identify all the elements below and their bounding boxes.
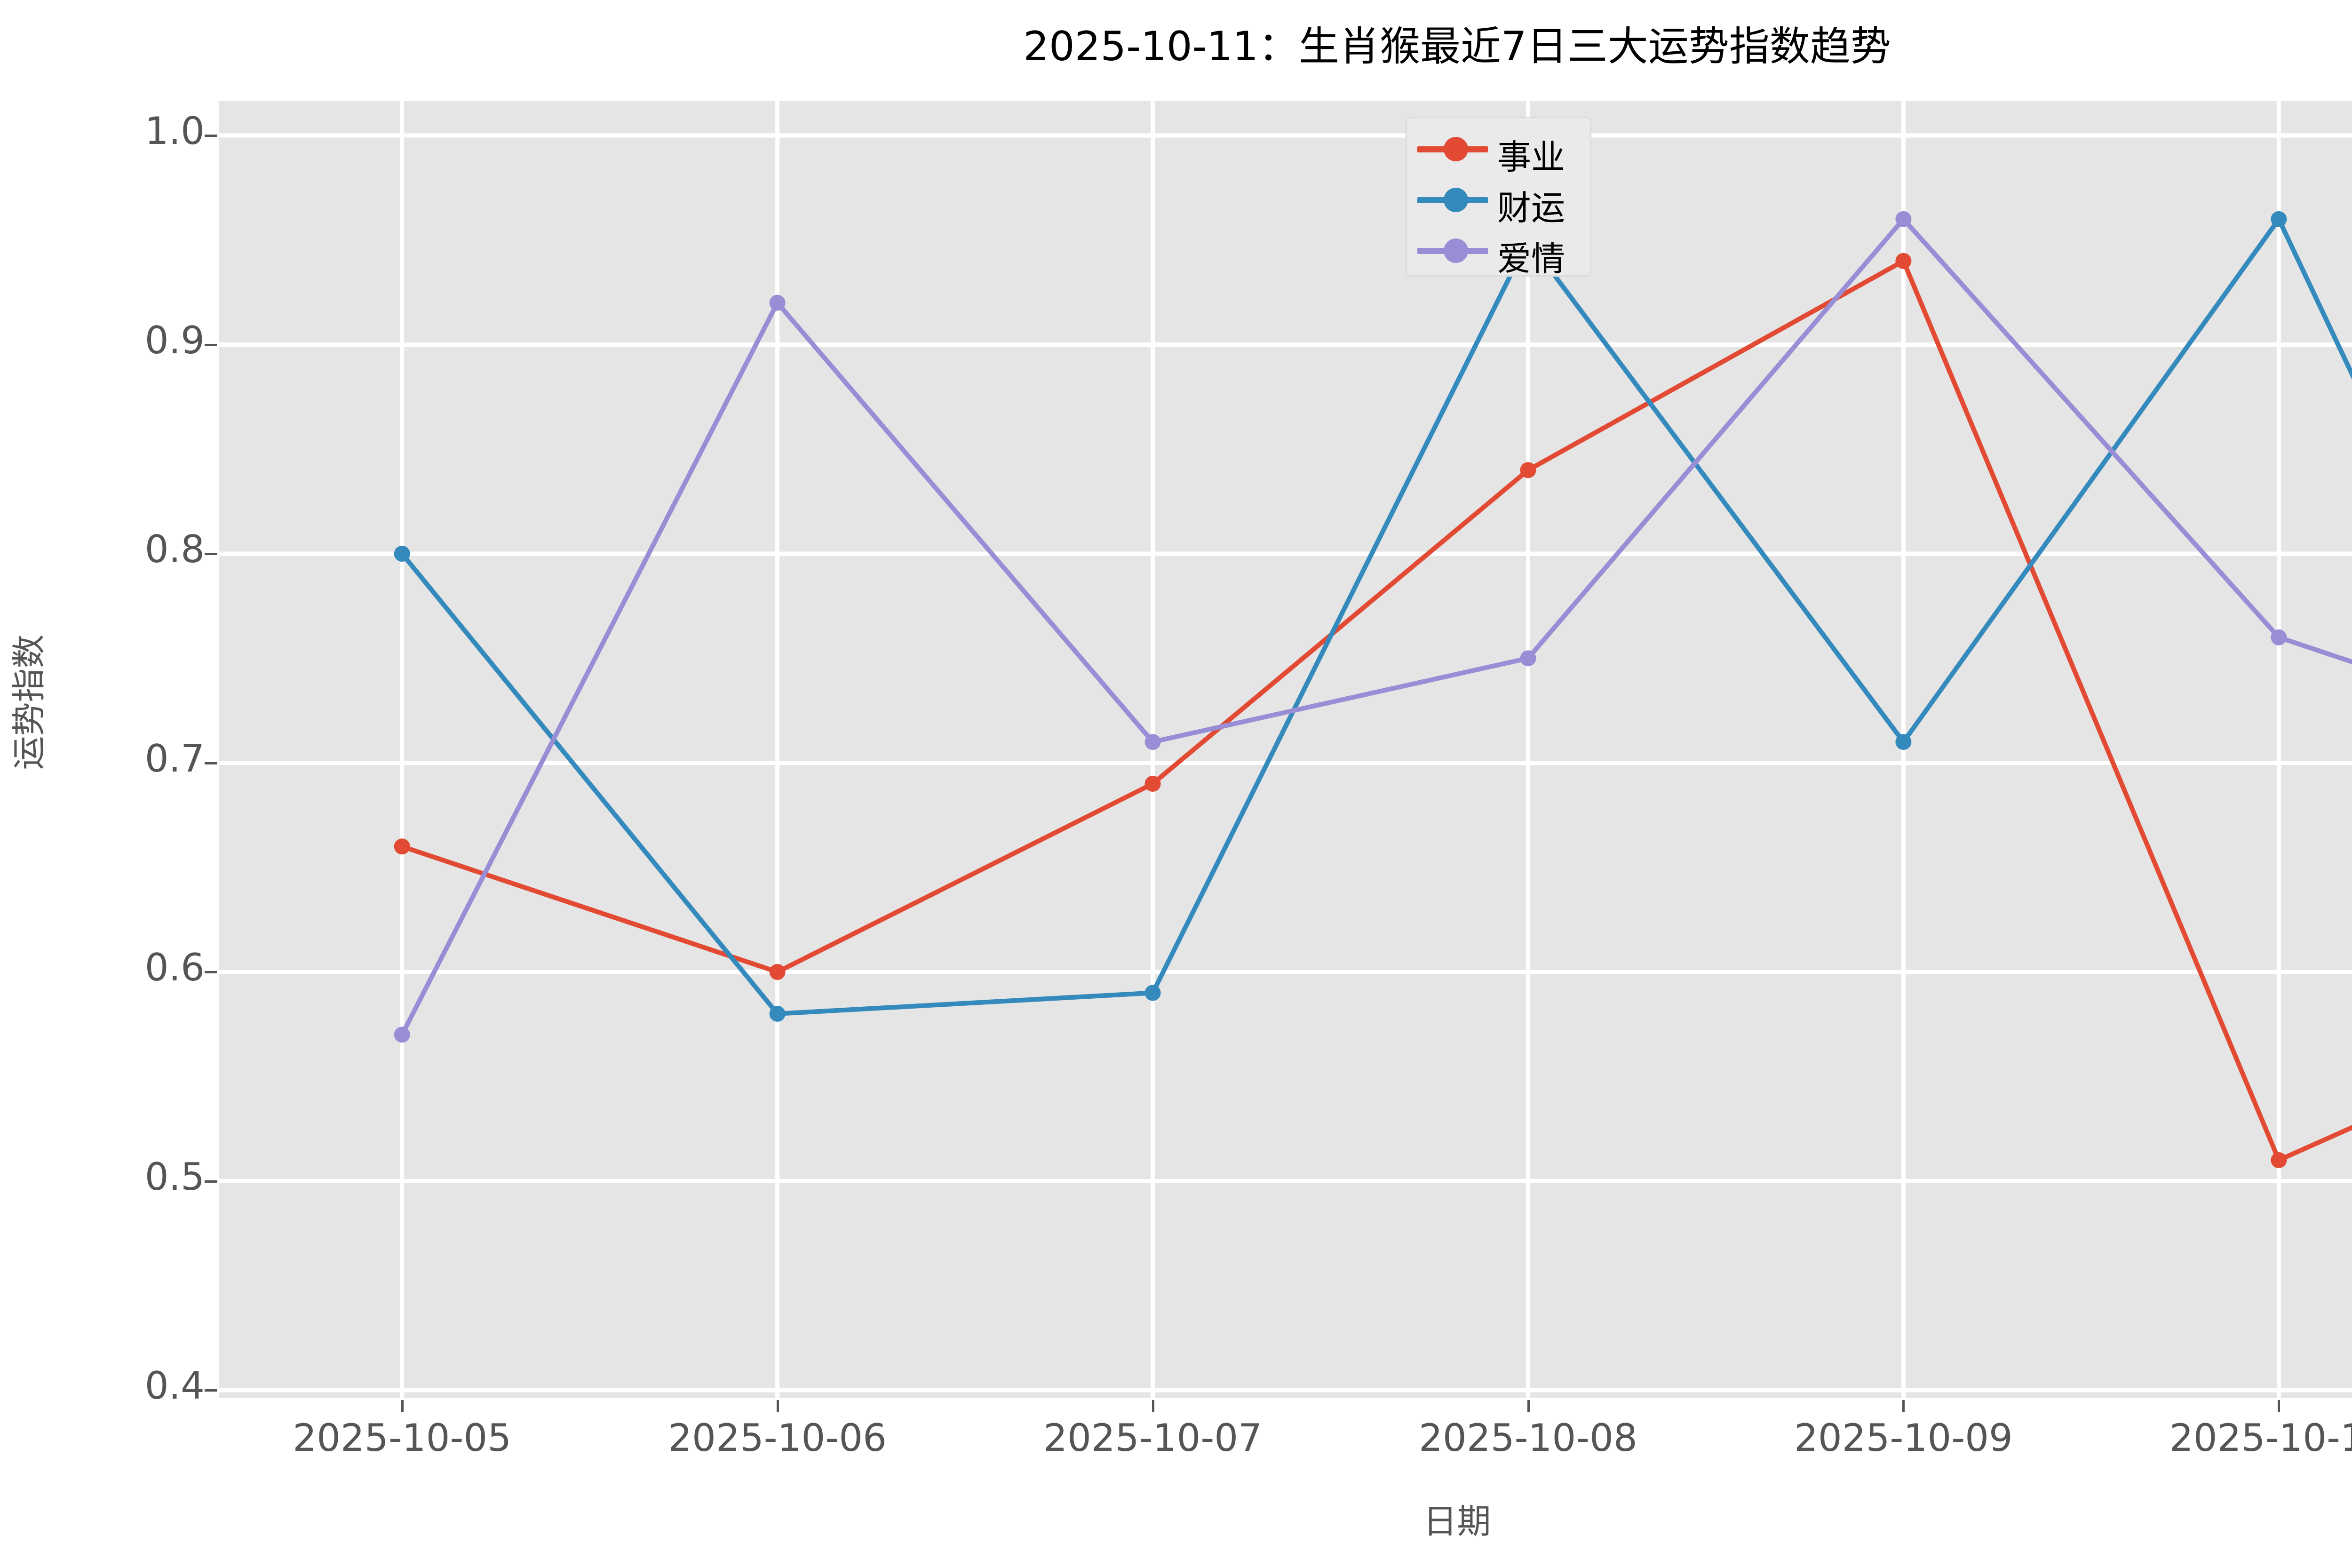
plot-area <box>219 101 2352 1398</box>
data-point <box>769 964 786 980</box>
legend-item-财运[interactable]: 财运 <box>1407 175 1593 228</box>
series-line-财运 <box>399 216 2352 1016</box>
x-tick-mark <box>1902 1400 1905 1412</box>
data-point <box>1520 650 1536 667</box>
data-point <box>2271 211 2287 227</box>
data-point <box>394 1027 410 1043</box>
data-point <box>1144 734 1161 750</box>
chart-title: 2025-10-11：生肖猴最近7日三大运势指数趋势 <box>1023 23 1891 70</box>
x-tick-label: 2025-10-08 <box>1419 1416 1637 1460</box>
y-tick-label: 0.4 <box>144 1364 205 1408</box>
y-tick-label: 0.6 <box>144 946 205 989</box>
x-tick-label: 2025-10-05 <box>293 1416 512 1460</box>
gridlines <box>219 101 2352 1398</box>
x-tick-mark <box>401 1400 404 1412</box>
legend-label: 财运 <box>1497 188 1565 228</box>
y-tick-mark <box>205 1180 217 1183</box>
x-tick-label: 2025-10-06 <box>668 1416 887 1460</box>
data-point <box>2271 629 2287 645</box>
data-point <box>769 294 786 311</box>
chart-legend: 事业 财运 爱情 <box>1406 117 1593 279</box>
y-tick-label: 0.7 <box>144 736 205 780</box>
y-tick-label: 0.8 <box>144 527 205 571</box>
legend-marker-dot <box>1444 137 1468 161</box>
y-tick-label: 0.5 <box>144 1154 205 1199</box>
x-tick-label: 2025-10-07 <box>1043 1416 1263 1460</box>
data-point <box>1895 253 1912 269</box>
x-tick-mark <box>776 1400 779 1412</box>
legend-marker-dot <box>1444 239 1468 263</box>
legend-item-爱情[interactable]: 爱情 <box>1407 225 1593 279</box>
y-tick-mark <box>205 343 217 346</box>
data-point <box>1895 211 1912 227</box>
y-tick-mark <box>205 762 217 764</box>
data-point <box>394 838 410 855</box>
data-point <box>394 546 410 562</box>
x-tick-label: 2025-10-09 <box>1794 1416 2013 1460</box>
y-axis-title: 运势指数 <box>9 634 49 770</box>
data-point <box>1895 734 1912 750</box>
x-axis-title: 日期 <box>1423 1502 1491 1541</box>
x-tick-mark <box>1152 1400 1154 1412</box>
series-markers <box>394 211 2287 1169</box>
series-lines <box>399 216 2352 1163</box>
y-tick-mark <box>205 1389 217 1392</box>
x-tick-mark <box>2278 1400 2280 1412</box>
legend-label: 爱情 <box>1497 239 1565 279</box>
legend-item-事业[interactable]: 事业 <box>1407 124 1593 177</box>
y-tick-mark <box>205 553 217 555</box>
data-point <box>2271 1152 2287 1169</box>
legend-label: 事业 <box>1497 137 1565 177</box>
x-tick-label: 2025-10-10 <box>2169 1416 2352 1460</box>
x-tick-mark <box>1527 1400 1530 1412</box>
y-tick-mark <box>205 135 217 137</box>
data-point <box>1144 985 1161 1001</box>
y-tick-mark <box>205 971 217 973</box>
data-point <box>1520 462 1536 478</box>
data-point <box>769 1005 786 1022</box>
data-point <box>1144 775 1161 792</box>
y-tick-label: 1.0 <box>144 109 205 153</box>
legend-marker-dot <box>1444 188 1468 212</box>
plot-svg <box>219 101 2352 1398</box>
y-tick-label: 0.9 <box>144 318 205 362</box>
